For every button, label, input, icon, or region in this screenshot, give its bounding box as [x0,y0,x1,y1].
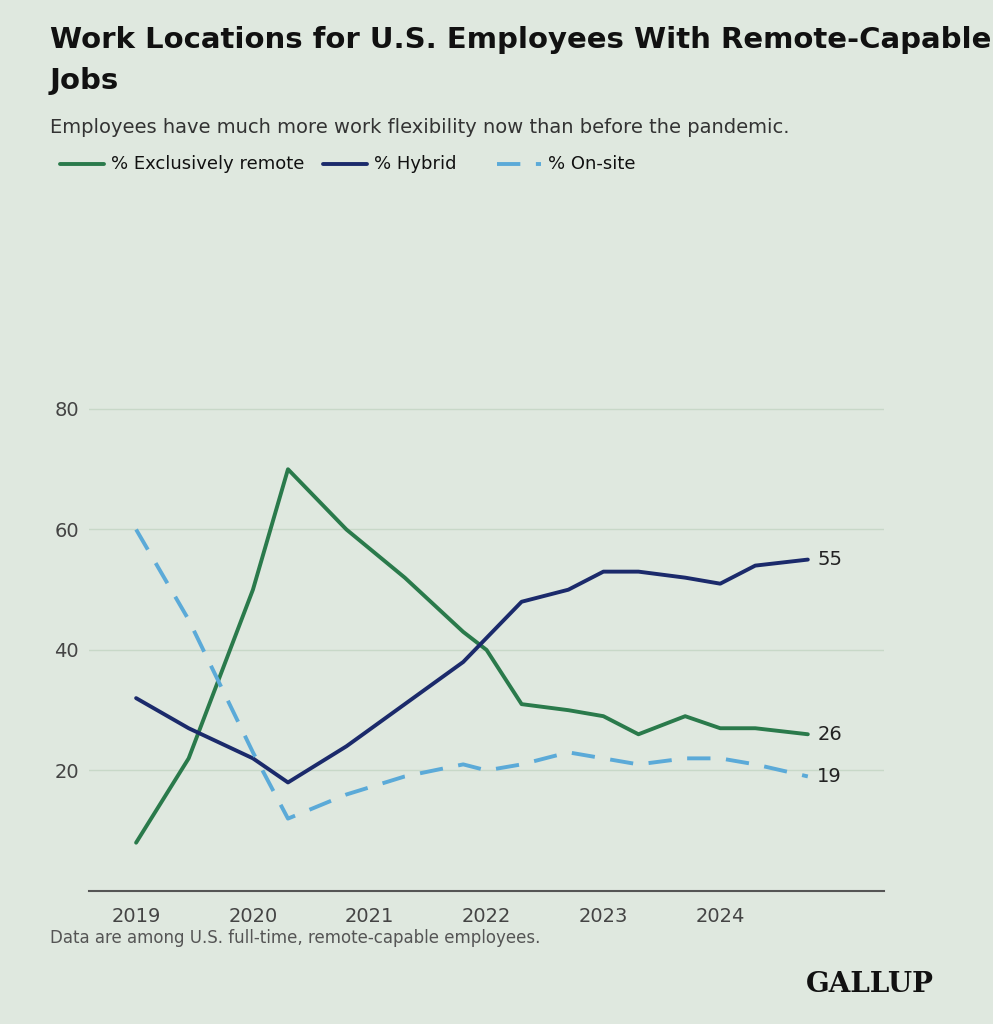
Text: % Exclusively remote: % Exclusively remote [111,155,305,173]
Text: % Hybrid: % Hybrid [374,155,457,173]
Text: 26: 26 [817,725,842,743]
Text: Employees have much more work flexibility now than before the pandemic.: Employees have much more work flexibilit… [50,118,789,137]
Text: 55: 55 [817,550,842,569]
Text: Data are among U.S. full-time, remote-capable employees.: Data are among U.S. full-time, remote-ca… [50,929,540,947]
Text: Jobs: Jobs [50,67,119,94]
Text: GALLUP: GALLUP [805,972,933,998]
Text: 19: 19 [817,767,842,786]
Text: % On-site: % On-site [548,155,636,173]
Text: Work Locations for U.S. Employees With Remote-Capable: Work Locations for U.S. Employees With R… [50,26,991,53]
